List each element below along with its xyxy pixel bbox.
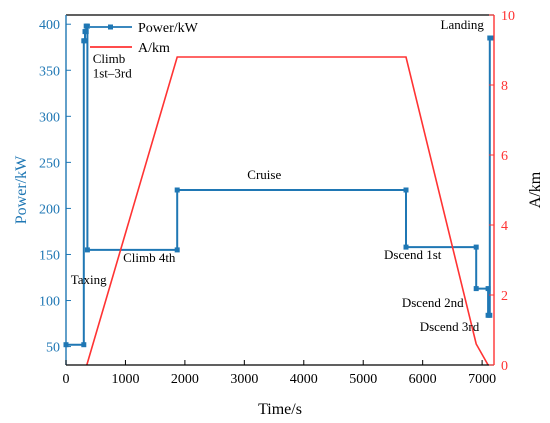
- data-point: [81, 342, 87, 348]
- x-tick-label: 7000: [468, 372, 496, 387]
- legend-label: Power/kW: [138, 21, 199, 36]
- y-left-tick-label: 250: [39, 156, 60, 171]
- series-line-a-km: [86, 56, 489, 366]
- annotation-label: Climb: [93, 51, 126, 66]
- annotation-label: Dscend 1st: [384, 247, 442, 262]
- x-tick-label: 1000: [111, 372, 139, 387]
- data-point: [174, 187, 180, 193]
- data-point: [489, 35, 495, 41]
- x-tick-label: 0: [63, 372, 70, 387]
- data-point: [84, 23, 90, 29]
- annotation-label: Dscend 3rd: [420, 319, 480, 334]
- y-right-tick-label: 2: [501, 289, 508, 304]
- annotation-label: 1st–3rd: [93, 66, 133, 81]
- legend-marker: [108, 24, 113, 30]
- annotation-label: Taxing: [71, 272, 107, 287]
- y-left-tick-label: 300: [39, 110, 60, 125]
- y-right-tick-label: 0: [501, 359, 508, 374]
- annotation-label: Climb 4th: [123, 250, 176, 265]
- data-point: [487, 312, 493, 318]
- y-left-tick-label: 50: [46, 341, 60, 356]
- x-tick-label: 3000: [230, 372, 258, 387]
- data-point: [473, 244, 479, 250]
- y-right-tick-label: 10: [501, 9, 515, 24]
- y-left-tick-label: 350: [39, 64, 60, 79]
- y-right-tick-label: 8: [501, 79, 508, 94]
- data-point: [83, 29, 89, 35]
- y-left-axis-title: Power/kW: [13, 155, 30, 224]
- y-left-tick-label: 400: [39, 18, 60, 33]
- x-axis-title: Time/s: [258, 401, 302, 418]
- data-point: [403, 244, 409, 250]
- data-point: [82, 38, 88, 44]
- y-right-tick-label: 6: [501, 149, 508, 164]
- data-point: [403, 187, 409, 193]
- y-left-tick-label: 100: [39, 295, 60, 310]
- legend-label: A/km: [138, 41, 170, 56]
- annotation-label: Cruise: [247, 167, 281, 182]
- x-tick-label: 5000: [349, 372, 377, 387]
- data-point: [84, 247, 90, 253]
- annotation-label: Dscend 2nd: [402, 295, 464, 310]
- annotation-label: Landing: [441, 17, 485, 32]
- x-tick-label: 4000: [290, 372, 318, 387]
- x-tick-label: 6000: [409, 372, 437, 387]
- data-point: [174, 247, 180, 253]
- y-right-axis-title: A/km: [527, 171, 544, 208]
- x-tick-label: 2000: [171, 372, 199, 387]
- y-right-tick-label: 4: [501, 219, 508, 234]
- data-point: [485, 286, 491, 292]
- y-left-tick-label: 150: [39, 248, 60, 263]
- y-left-tick-label: 200: [39, 202, 60, 217]
- data-point: [473, 286, 479, 292]
